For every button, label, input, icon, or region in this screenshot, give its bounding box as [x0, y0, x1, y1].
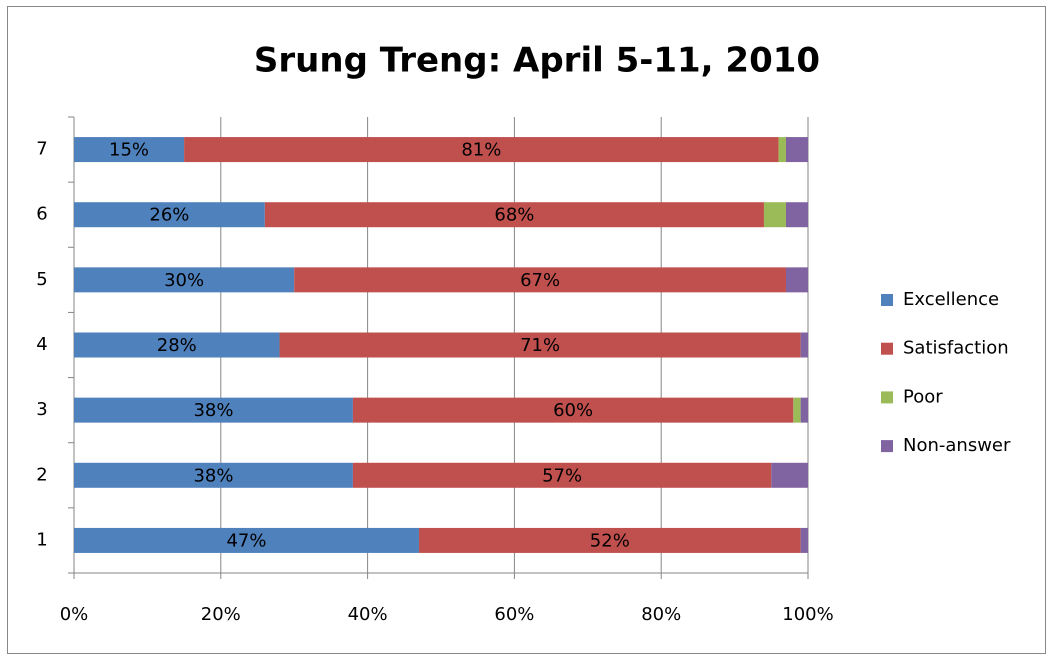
bar-segment — [74, 527, 419, 553]
bar-segment — [74, 202, 265, 228]
data-label: 52% — [590, 530, 630, 551]
legend-swatch — [881, 294, 893, 306]
data-label: 26% — [149, 205, 189, 226]
bar-segment — [800, 332, 808, 358]
bar-segment — [771, 462, 808, 488]
data-label: 47% — [226, 530, 266, 551]
data-label: 28% — [157, 335, 197, 356]
data-label: 15% — [109, 140, 149, 161]
bar-segment — [352, 397, 794, 423]
bar-segment — [74, 462, 353, 488]
y-tick-label: 6 — [36, 204, 47, 225]
bar-segment — [184, 137, 779, 163]
chart-title: Srung Treng: April 5-11, 2010 — [254, 41, 820, 81]
data-label: 30% — [164, 270, 204, 291]
bar-segment — [800, 527, 808, 553]
y-tick-label: 4 — [36, 334, 47, 355]
bar-segment — [279, 332, 801, 358]
bar-segment — [793, 397, 801, 423]
data-label: 81% — [461, 140, 501, 161]
y-tick-label: 2 — [36, 464, 47, 485]
x-tick-label: 20% — [201, 604, 241, 625]
data-label: 60% — [553, 400, 593, 421]
legend-label: Excellence — [903, 289, 999, 310]
legend-label: Non-answer — [903, 435, 1011, 456]
legend-swatch — [881, 342, 893, 355]
bar-segment — [294, 267, 786, 293]
bar-segment — [74, 137, 185, 163]
data-label: 38% — [193, 465, 233, 486]
x-tick-label: 40% — [348, 604, 388, 625]
bar-segment — [800, 397, 808, 423]
y-tick-label: 5 — [36, 269, 47, 290]
data-label: 71% — [520, 335, 560, 356]
data-label: 68% — [494, 205, 534, 226]
legend-label: Poor — [903, 386, 943, 407]
y-tick-label: 3 — [36, 399, 47, 420]
bar-segment — [763, 202, 786, 228]
y-tick-label: 1 — [36, 529, 47, 550]
bar-segment — [785, 267, 808, 293]
data-label: 57% — [542, 465, 582, 486]
bar-segment — [785, 137, 808, 163]
bar-segment — [74, 397, 353, 423]
bar-segment — [352, 462, 772, 488]
x-tick-label: 100% — [782, 604, 833, 625]
data-label: 67% — [520, 270, 560, 291]
bar-segment — [778, 137, 786, 163]
bar-segment — [264, 202, 764, 228]
bar-segment — [74, 267, 295, 293]
x-tick-label: 0% — [60, 604, 89, 625]
data-label: 38% — [193, 400, 233, 421]
x-tick-label: 80% — [641, 604, 681, 625]
x-tick-label: 60% — [494, 604, 534, 625]
legend-swatch — [881, 440, 893, 453]
bar-segment — [785, 202, 808, 228]
bar-segment — [418, 527, 801, 553]
y-tick-label: 7 — [36, 139, 47, 160]
legend-label: Satisfaction — [903, 338, 1009, 359]
bar-segment — [74, 332, 280, 358]
chart-border — [7, 6, 1046, 654]
legend-swatch — [881, 391, 893, 404]
